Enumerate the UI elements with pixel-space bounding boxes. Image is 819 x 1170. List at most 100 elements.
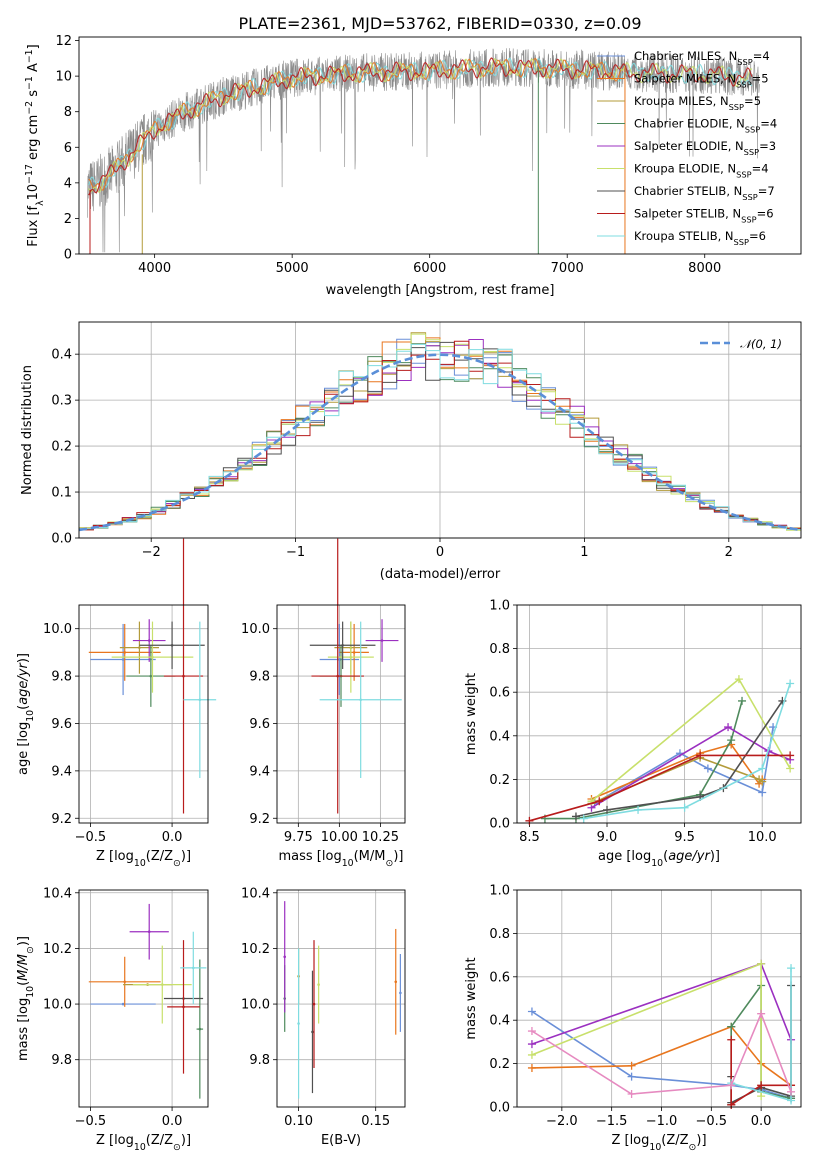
weight-marker bbox=[734, 675, 743, 684]
model-spectrum bbox=[88, 57, 753, 193]
x-tick-label: 10.25 bbox=[362, 830, 399, 845]
y-tick-label: 9.6 bbox=[249, 717, 270, 732]
residuals-panel: −2 −1 0 1 2 0.0 0.1 0.2 0.3 0.4 𝒩(0, 1) (data-model… bbox=[20, 321, 802, 582]
x-tick-label: −1.5 bbox=[596, 1114, 628, 1129]
data-point bbox=[349, 655, 353, 659]
data-point bbox=[147, 930, 151, 934]
x-tick-label: −0.5 bbox=[75, 830, 107, 845]
weight-marker bbox=[727, 736, 736, 745]
x-tick-label: 8000 bbox=[688, 261, 721, 276]
weight-marker bbox=[757, 1009, 766, 1018]
legend-label: Chabrier STELIB, NSSP=7 bbox=[634, 184, 775, 202]
data-point bbox=[121, 1002, 125, 1006]
weight-marker bbox=[627, 1072, 636, 1081]
legend-label: Kroupa MILES, NSSP=5 bbox=[634, 94, 761, 112]
axes-frame bbox=[516, 604, 802, 824]
weight-line bbox=[531, 962, 762, 1097]
weight-marker bbox=[603, 805, 612, 814]
y-tick-label: 9.6 bbox=[51, 717, 72, 732]
x-axis-label: age [log10(age/yr)] bbox=[598, 849, 720, 869]
y-tick-label: 10.4 bbox=[241, 886, 270, 901]
x-axis-label: Z [log10(Z/Z⊙)] bbox=[611, 1133, 706, 1153]
y-tick-label: 0.4 bbox=[489, 729, 510, 744]
weight-marker bbox=[627, 1061, 636, 1070]
data-point bbox=[147, 639, 151, 642]
weight-marker bbox=[757, 959, 766, 968]
weight-marker bbox=[727, 1100, 736, 1109]
legend-label: Chabrier ELODIE, NSSP=4 bbox=[634, 117, 777, 135]
x-tick-label: 9.75 bbox=[284, 830, 313, 845]
age-vs-mass-panel: 9.75 10.00 10.25 9.2 9.4 9.6 9.8 10.0 mass [log1… bbox=[241, 538, 406, 869]
legend-label: Salpeter STELIB, NSSP=6 bbox=[634, 207, 774, 225]
y-tick-label: 0.4 bbox=[489, 1014, 510, 1029]
weight-marker bbox=[727, 1022, 736, 1031]
weight-marker bbox=[527, 1007, 536, 1016]
weight-marker bbox=[757, 1081, 766, 1090]
mass-vs-ebv-panel: 0.10 0.15 9.8 10.0 10.2 10.4 E(B-V) bbox=[241, 886, 406, 1148]
y-tick-label: 1.0 bbox=[489, 884, 510, 899]
y-tick-label: 0.1 bbox=[51, 486, 72, 501]
y-tick-label: 0.2 bbox=[489, 773, 510, 788]
legend-label: Kroupa STELIB, NSSP=6 bbox=[634, 229, 766, 247]
y-tick-label: 8 bbox=[64, 105, 72, 120]
axes-frame bbox=[78, 321, 802, 539]
data-point bbox=[151, 655, 154, 659]
y-tick-label: 12 bbox=[55, 34, 72, 49]
data-point bbox=[149, 674, 153, 678]
weight-line bbox=[529, 754, 791, 822]
y-axis-label: mass weight bbox=[464, 957, 479, 1039]
x-tick-label: −2.0 bbox=[546, 1114, 578, 1129]
observed-spectrum bbox=[87, 48, 760, 253]
weight-marker bbox=[738, 696, 747, 705]
weight-marker bbox=[758, 788, 767, 797]
x-tick-label: −1.0 bbox=[646, 1114, 678, 1129]
y-tick-label: 10.0 bbox=[43, 998, 72, 1013]
axes-frame bbox=[78, 604, 209, 824]
legend-label: Salpeter ELODIE, NSSP=3 bbox=[634, 139, 776, 157]
y-tick-label: 0.6 bbox=[489, 970, 510, 985]
weight-marker bbox=[696, 751, 705, 760]
weight-line bbox=[544, 700, 743, 820]
data-point bbox=[336, 674, 340, 678]
weight-marker bbox=[527, 1040, 536, 1049]
legend-label: Salpeter MILES, NSSP=5 bbox=[634, 72, 769, 90]
weight-vs-z-panel: −2.0 −1.5 −1.0 −0.5 0.0 0.0 0.2 0.4 0.6 0.8 1.0 Z [… bbox=[464, 884, 802, 1153]
y-tick-label: 10 bbox=[55, 70, 72, 85]
weight-marker bbox=[787, 1087, 796, 1096]
weight-marker bbox=[579, 814, 588, 823]
data-point bbox=[341, 643, 344, 647]
x-tick-label: 6000 bbox=[413, 261, 446, 276]
residual-histogram bbox=[79, 343, 801, 530]
data-point bbox=[138, 646, 141, 649]
weight-marker bbox=[595, 797, 604, 806]
weight-marker bbox=[627, 1089, 636, 1098]
data-point bbox=[160, 983, 164, 986]
x-axis-label: wavelength [Angstrom, rest frame] bbox=[326, 283, 555, 298]
y-tick-label: 10.2 bbox=[241, 942, 270, 957]
weight-line bbox=[591, 726, 791, 809]
x-tick-label: 0.10 bbox=[284, 1114, 313, 1129]
weight-marker bbox=[527, 1063, 536, 1072]
normal-curve bbox=[78, 353, 802, 532]
y-tick-label: 10.0 bbox=[241, 622, 270, 637]
x-tick-label: 0 bbox=[436, 545, 444, 560]
x-axis-label: Z [log10(Z/Z⊙)] bbox=[96, 1133, 191, 1153]
weight-marker bbox=[787, 1096, 796, 1105]
weight-marker bbox=[786, 679, 795, 688]
weight-marker bbox=[703, 764, 712, 773]
weight-line bbox=[730, 1039, 791, 1107]
y-tick-label: 9.2 bbox=[51, 812, 72, 827]
x-axis-label: E(B-V) bbox=[321, 1133, 361, 1148]
y-tick-label: 1.0 bbox=[489, 599, 510, 614]
weight-marker bbox=[527, 1027, 536, 1036]
data-point bbox=[170, 643, 174, 647]
x-tick-label: −2 bbox=[142, 545, 161, 560]
weight-marker bbox=[786, 764, 795, 773]
y-tick-label: 9.2 bbox=[249, 812, 270, 827]
weight-marker bbox=[786, 751, 795, 760]
data-point bbox=[198, 698, 202, 702]
x-tick-label: 2 bbox=[725, 545, 733, 560]
y-tick-label: 6 bbox=[64, 141, 72, 156]
x-tick-label: 5000 bbox=[276, 261, 309, 276]
